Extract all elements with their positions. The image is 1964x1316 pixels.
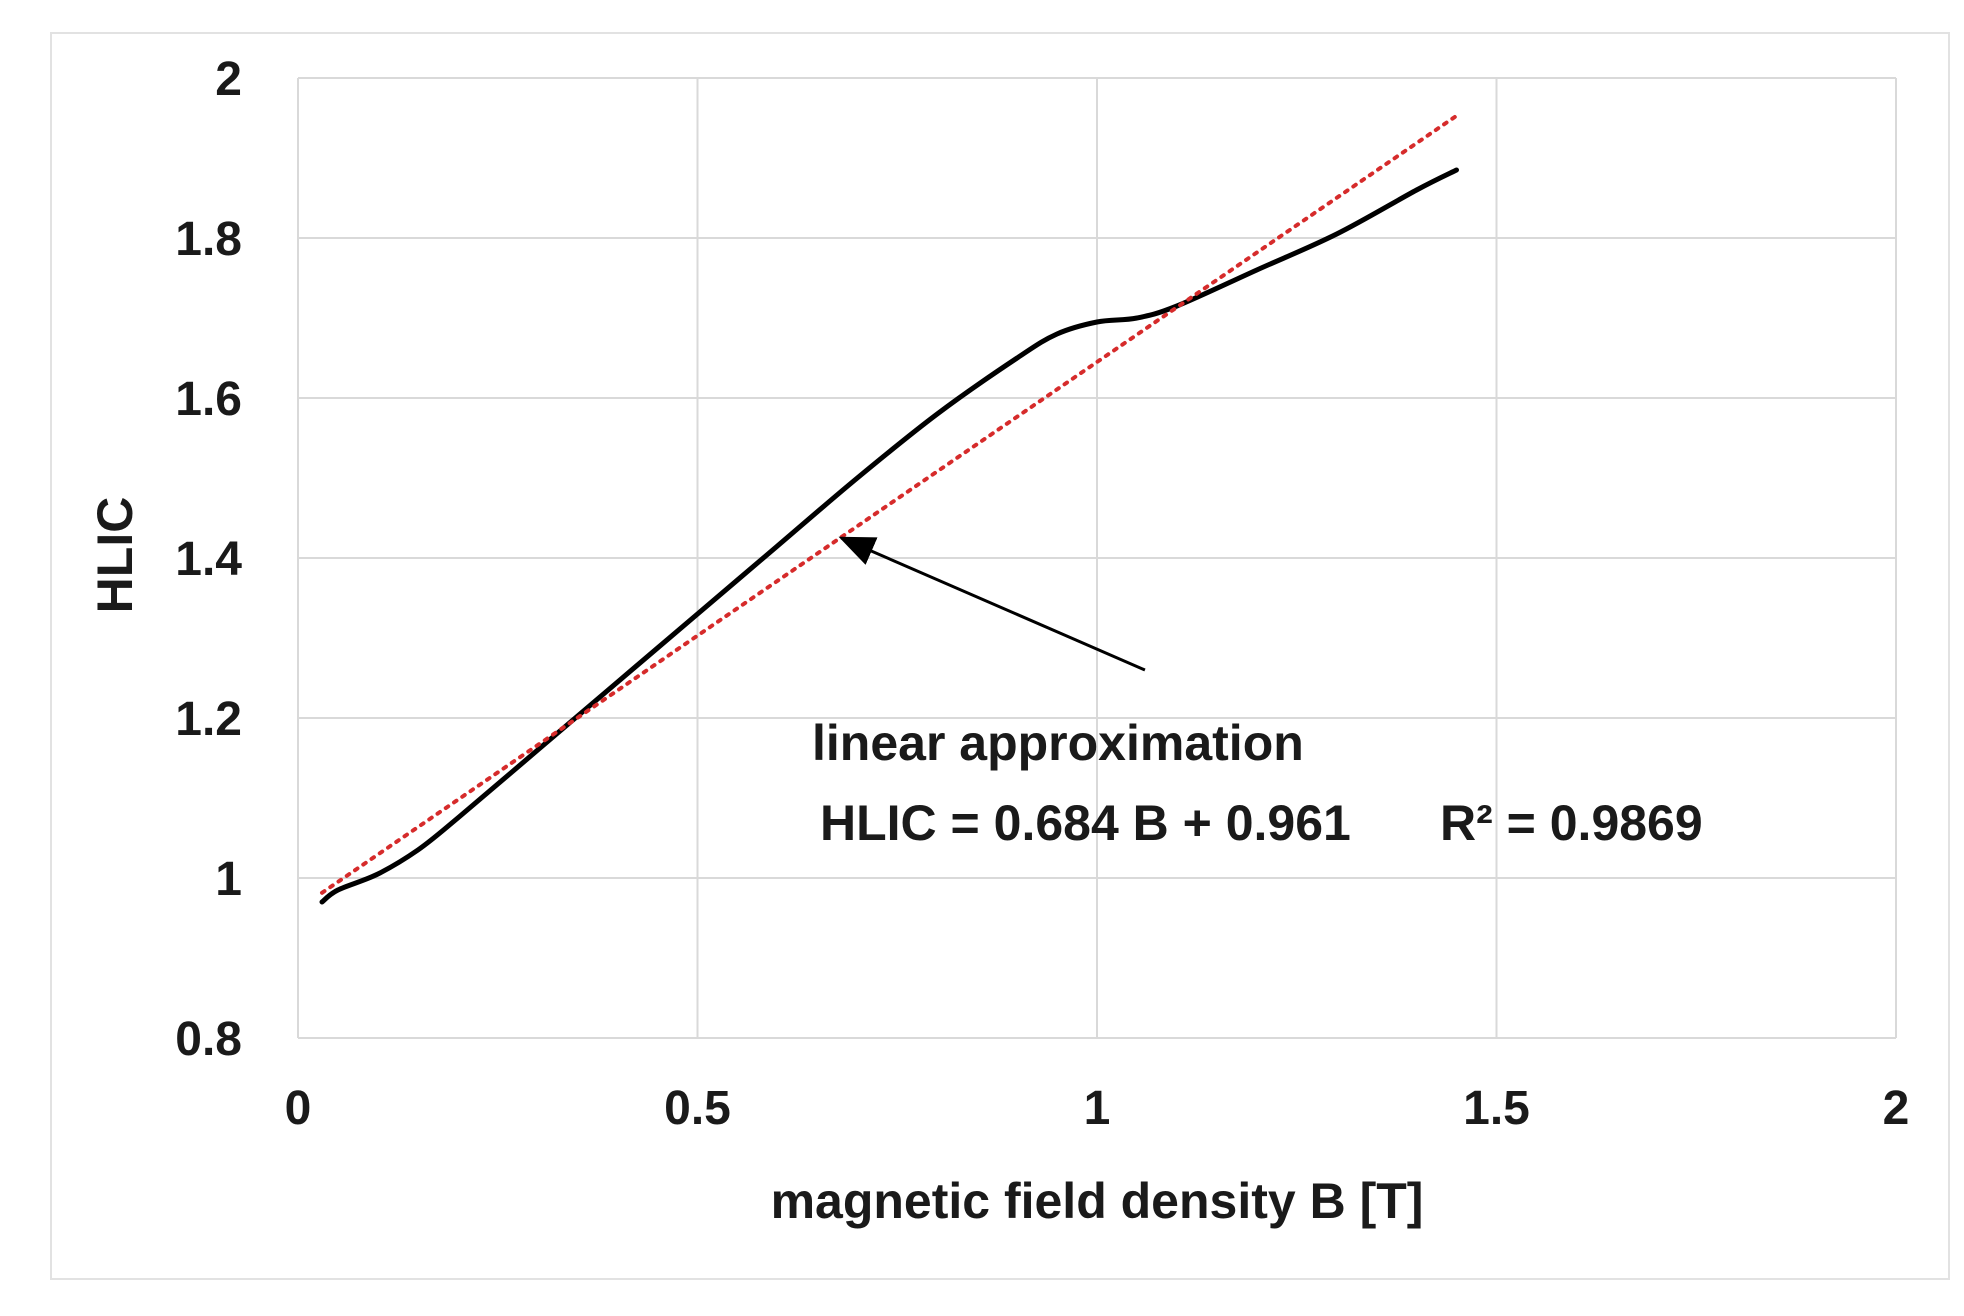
annotation-layer: linear approximation HLIC = 0.684 B + 0.… — [812, 536, 1703, 851]
chart-frame — [50, 32, 1950, 1280]
annotation-r-squared: R² = 0.9869 — [1440, 795, 1703, 851]
series-layer — [319, 113, 1459, 905]
axes: 0 0.5 1 1.5 2 0.8 1 1.2 1.4 1.6 1.8 2 — [175, 53, 1909, 1135]
x-axis-title: magnetic field density B [T] — [771, 1173, 1424, 1229]
series-line-measured — [319, 167, 1459, 905]
y-tick-label-2: 1.2 — [175, 693, 242, 746]
x-tick-label-2: 1 — [1084, 1082, 1111, 1135]
x-tick-label-4: 2 — [1883, 1082, 1910, 1135]
y-tick-label-4: 1.6 — [175, 373, 242, 426]
series-line-linear-approximation — [320, 113, 1459, 895]
y-tick-label-0: 0.8 — [175, 1013, 242, 1066]
annotation-arrow — [838, 536, 1146, 672]
annotation-equation: HLIC = 0.684 B + 0.961 — [820, 795, 1351, 851]
x-tick-label-1: 0.5 — [664, 1082, 731, 1135]
y-tick-label-5: 1.8 — [175, 213, 242, 266]
y-tick-label-1: 1 — [215, 853, 242, 906]
y-tick-label-6: 2 — [215, 53, 242, 106]
y-tick-label-3: 1.4 — [175, 533, 242, 586]
x-tick-label-0: 0 — [285, 1082, 312, 1135]
grid — [297, 77, 1897, 1039]
x-tick-label-3: 1.5 — [1463, 1082, 1530, 1135]
annotation-title: linear approximation — [812, 715, 1304, 771]
y-axis-title: HLIC — [87, 497, 143, 614]
